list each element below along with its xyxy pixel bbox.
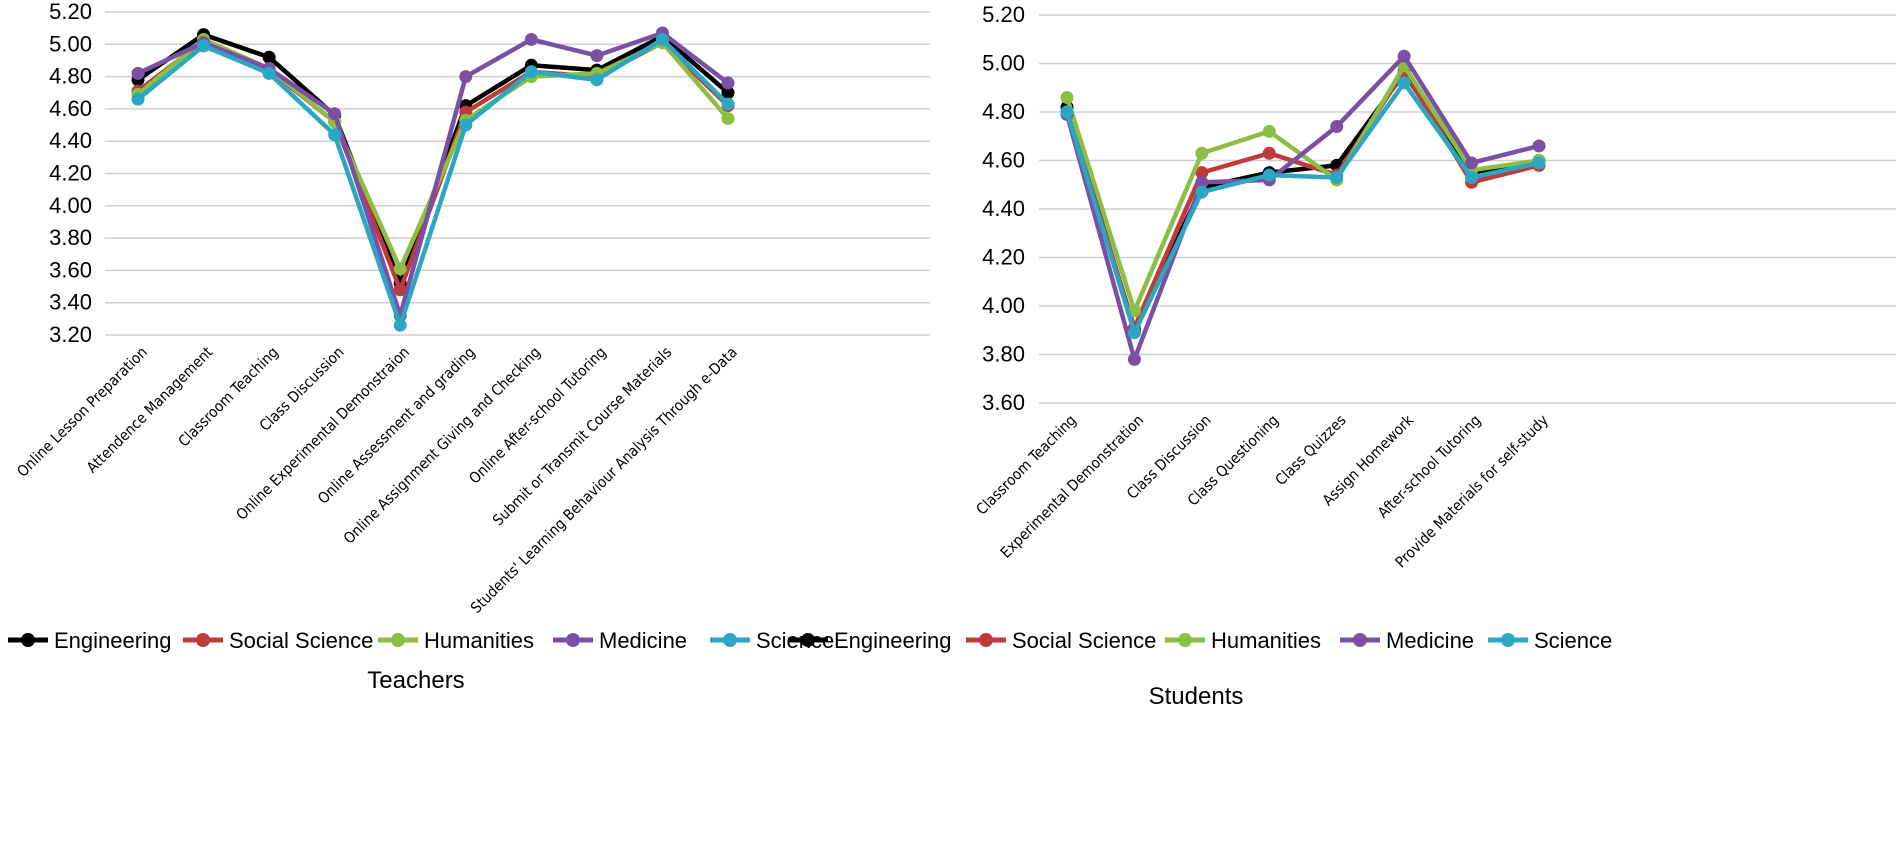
y-tick-label: 4.80 xyxy=(982,99,1025,124)
legend-marker-medicine xyxy=(566,633,580,647)
y-tick-label: 5.20 xyxy=(49,0,92,24)
y-tick-label: 3.80 xyxy=(982,342,1025,367)
series-line-engineering xyxy=(136,32,730,286)
data-point-humanities xyxy=(1195,146,1209,160)
data-point-science xyxy=(524,65,538,79)
data-point-medicine xyxy=(1330,120,1344,134)
data-point-humanities xyxy=(393,262,407,276)
teachers-svg: 3.20 3.40 3.60 3.80 4.00 4.20 4.40 4.60 4.80 5.00… xyxy=(8,0,930,694)
y-tick-label: 3.40 xyxy=(49,290,92,315)
chart-title: Students xyxy=(1149,683,1244,710)
data-point-medicine xyxy=(590,49,604,63)
legend-label-science: Science xyxy=(756,628,834,653)
y-tick-label: 4.40 xyxy=(49,128,92,153)
x-tick-label: Online Lesson Preparation xyxy=(13,343,150,480)
legend-marker-science xyxy=(723,633,737,647)
y-tick-label: 4.20 xyxy=(49,161,92,186)
series-line-humanities xyxy=(1064,63,1540,314)
data-point-science xyxy=(1262,168,1276,182)
y-tick-label: 4.80 xyxy=(49,64,92,89)
series-line-science xyxy=(1064,80,1540,335)
data-point-science xyxy=(131,92,145,106)
y-tick-label: 4.60 xyxy=(49,96,92,121)
data-point-science xyxy=(1532,156,1546,170)
y-tick-label: 5.20 xyxy=(982,2,1025,27)
data-point-science xyxy=(1330,170,1344,184)
data-point-science xyxy=(1195,185,1209,199)
data-point-medicine xyxy=(721,76,735,90)
data-point-science xyxy=(1127,326,1141,340)
data-point-science xyxy=(393,318,407,332)
data-point-science xyxy=(1397,76,1411,90)
data-point-medicine xyxy=(131,66,145,80)
students-chart: 3.60 3.80 4.00 4.20 4.40 4.60 4.80 5.00 5.20 Clas… xyxy=(951,0,1902,864)
data-point-medicine xyxy=(1532,139,1546,153)
series-line-social-science xyxy=(136,38,730,293)
data-point-humanities xyxy=(721,112,735,126)
data-point-humanities xyxy=(1060,90,1074,104)
series-line-social-science xyxy=(1064,68,1540,331)
y-tick-label: 3.80 xyxy=(49,225,92,250)
series-line-medicine xyxy=(137,30,730,318)
y-tick-label: 4.00 xyxy=(49,193,92,218)
data-point-humanities xyxy=(1262,124,1276,138)
teachers-chart: 3.20 3.40 3.60 3.80 4.00 4.20 4.40 4.60 4.80 5.00… xyxy=(8,0,930,694)
students-svg: 3.603.804.004.204.404.604.805.005.20Clas… xyxy=(973,2,1896,710)
data-point-engineering xyxy=(721,86,735,100)
legend-label-medicine: Medicine xyxy=(599,628,687,653)
data-point-medicine xyxy=(1195,175,1209,189)
x-tick-label: Online After-school Tutoring xyxy=(465,343,609,487)
legend-label-social-science: Social Science xyxy=(229,628,373,653)
data-point-social-science xyxy=(393,283,407,297)
y-tick-label: 3.60 xyxy=(49,257,92,282)
legend-marker-humanities xyxy=(391,633,405,647)
legend-marker-engineering xyxy=(21,633,35,647)
data-point-medicine xyxy=(1465,156,1479,170)
data-point-science xyxy=(590,73,604,87)
data-point-science xyxy=(262,66,276,80)
y-tick-label: 5.00 xyxy=(982,51,1025,76)
data-point-medicine xyxy=(328,107,342,121)
data-point-science xyxy=(655,32,669,46)
data-point-medicine xyxy=(524,32,538,46)
data-point-science xyxy=(1060,105,1074,119)
data-point-social-science xyxy=(1262,146,1276,160)
series-line-medicine xyxy=(1064,53,1540,362)
data-point-science xyxy=(721,97,735,111)
y-tick-label: 3.20 xyxy=(49,322,92,347)
series-line-humanities xyxy=(136,37,730,272)
legend-label-engineering: Engineering xyxy=(54,628,171,653)
x-tick-label: Attendence Management xyxy=(83,343,216,476)
data-point-medicine xyxy=(1127,352,1141,366)
data-point-social-science xyxy=(1195,166,1209,180)
x-tick-label: Experimental Demonstration xyxy=(997,411,1148,562)
series-line-science xyxy=(136,37,730,328)
data-point-engineering xyxy=(262,50,276,64)
chart-title: Teachers xyxy=(367,667,464,694)
data-point-medicine xyxy=(1397,49,1411,63)
y-tick-label: 4.60 xyxy=(982,148,1025,173)
data-point-science xyxy=(197,39,211,53)
y-tick-label: 4.40 xyxy=(982,196,1025,221)
y-tick-label: 4.20 xyxy=(982,245,1025,270)
y-tick-label: 3.60 xyxy=(982,390,1025,415)
legend-marker-social-science xyxy=(196,633,210,647)
data-point-science xyxy=(1465,170,1479,184)
y-tick-label: 4.00 xyxy=(982,293,1025,318)
data-point-medicine xyxy=(459,70,473,84)
data-point-humanities xyxy=(1127,304,1141,318)
legend-label-humanities: Humanities xyxy=(424,628,534,653)
data-point-science xyxy=(328,128,342,142)
y-tick-label: 5.00 xyxy=(49,31,92,56)
data-point-science xyxy=(459,118,473,132)
